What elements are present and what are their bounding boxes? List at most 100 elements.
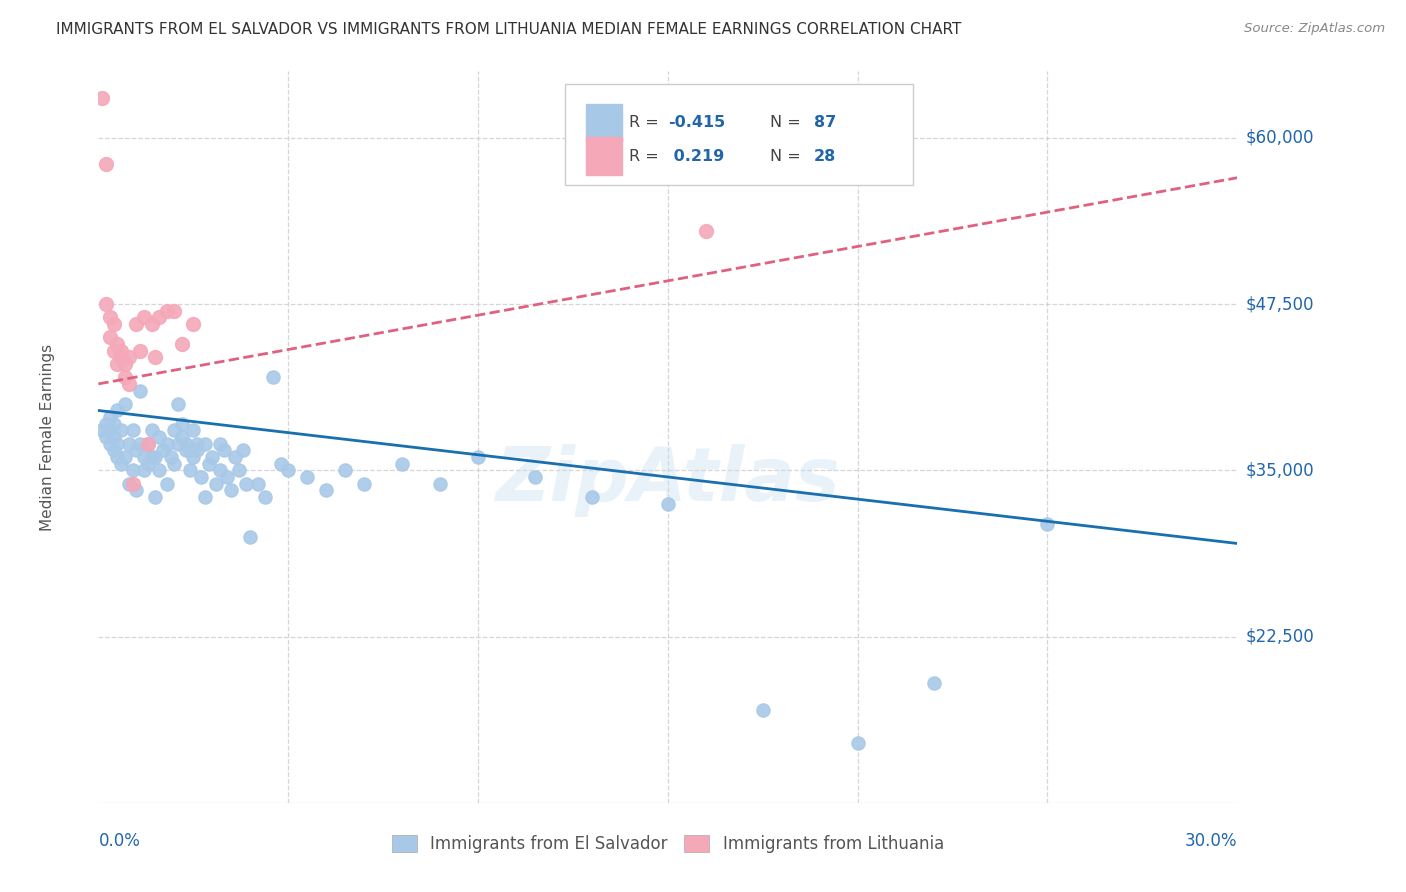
Point (121, 424, 143, 438)
Point (262, 370, 284, 384)
Point (228, 463, 250, 477)
FancyBboxPatch shape (586, 103, 623, 142)
Point (141, 317, 163, 331)
Point (183, 317, 205, 331)
Point (94, 157, 117, 171)
Point (103, 417, 125, 431)
Point (132, 463, 155, 477)
Point (183, 424, 205, 438)
Point (107, 436, 129, 450)
Point (145, 351, 167, 365)
Point (110, 424, 132, 438)
Point (107, 357, 129, 371)
Point (118, 436, 141, 450)
Text: N =: N = (770, 115, 806, 130)
Point (121, 463, 143, 477)
Point (163, 457, 186, 471)
Point (212, 443, 235, 458)
Point (1036, 516, 1059, 531)
Point (232, 443, 254, 458)
Point (91, 424, 114, 438)
Text: R =: R = (628, 149, 664, 164)
Point (125, 483, 148, 498)
Point (167, 436, 190, 450)
Point (208, 463, 231, 477)
Text: $22,500: $22,500 (1246, 628, 1315, 646)
Point (183, 450, 205, 464)
Point (118, 476, 141, 491)
Point (136, 457, 159, 471)
Point (174, 443, 197, 458)
Point (94, 297, 117, 311)
Point (136, 436, 159, 450)
Text: R =: R = (628, 115, 664, 130)
Point (110, 343, 132, 358)
Point (846, 736, 869, 750)
Point (170, 337, 193, 351)
Point (297, 470, 319, 484)
Point (163, 303, 186, 318)
Text: Source: ZipAtlas.com: Source: ZipAtlas.com (1244, 22, 1385, 36)
Legend: Immigrants from El Salvador, Immigrants from Lithuania: Immigrants from El Salvador, Immigrants … (392, 835, 943, 853)
Point (277, 463, 299, 477)
Point (922, 676, 945, 690)
Point (201, 450, 224, 464)
Point (174, 436, 197, 450)
Point (118, 351, 141, 365)
Point (270, 457, 292, 471)
Point (524, 470, 547, 484)
Point (179, 463, 201, 477)
Point (148, 430, 170, 444)
Point (156, 303, 179, 318)
Point (103, 430, 125, 444)
Point (170, 417, 193, 431)
Point (107, 450, 129, 464)
Text: $60,000: $60,000 (1246, 128, 1315, 147)
Point (581, 490, 603, 504)
Point (94, 430, 117, 444)
Point (235, 476, 257, 491)
Text: ZipAtlas: ZipAtlas (495, 444, 841, 517)
Text: $47,500: $47,500 (1246, 295, 1315, 313)
Point (103, 317, 125, 331)
Point (114, 370, 136, 384)
Point (657, 497, 679, 511)
Point (118, 376, 141, 391)
Point (170, 430, 193, 444)
Point (148, 463, 170, 477)
Point (163, 424, 186, 438)
Point (467, 450, 489, 464)
Point (254, 490, 277, 504)
Point (224, 450, 246, 464)
Point (167, 397, 190, 411)
Point (98, 436, 121, 450)
Point (98, 424, 121, 438)
Text: $35,000: $35,000 (1246, 461, 1315, 479)
Point (217, 470, 239, 484)
Point (315, 483, 337, 498)
Point (107, 403, 129, 417)
Point (179, 443, 201, 458)
Point (194, 436, 217, 450)
Point (132, 310, 155, 325)
Point (132, 450, 155, 464)
Point (94, 417, 117, 431)
Text: 30.0%: 30.0% (1185, 832, 1237, 850)
Point (145, 490, 167, 504)
Point (391, 457, 413, 471)
Point (129, 436, 152, 450)
Point (208, 436, 231, 450)
Point (129, 343, 152, 358)
Point (110, 457, 132, 471)
Point (246, 476, 269, 491)
Point (98, 310, 121, 325)
Point (103, 443, 125, 458)
Point (145, 450, 167, 464)
Point (110, 351, 132, 365)
Point (98, 410, 121, 425)
Text: 0.0%: 0.0% (98, 832, 141, 850)
Point (125, 443, 148, 458)
Text: Median Female Earnings: Median Female Earnings (39, 343, 55, 531)
Point (129, 384, 152, 398)
Point (136, 436, 159, 450)
